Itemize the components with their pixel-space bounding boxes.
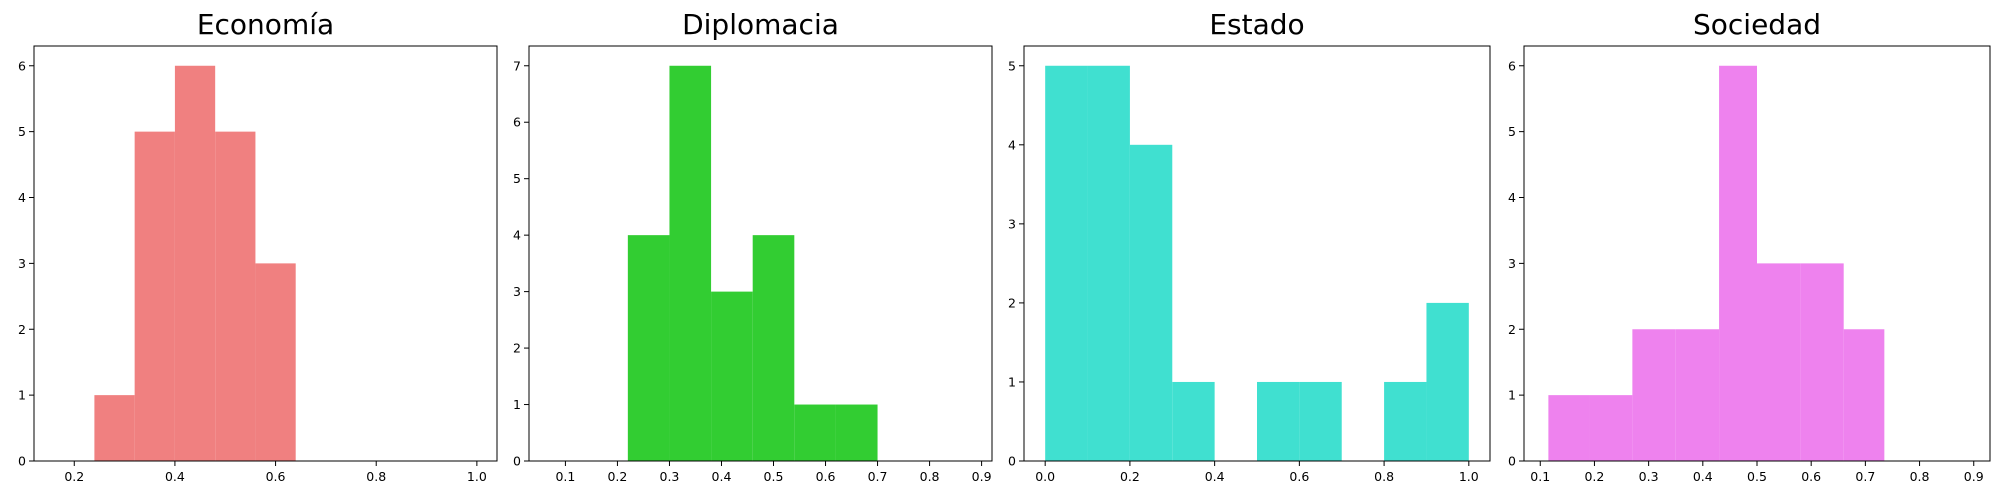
histogram-bar-7 (1843, 329, 1885, 461)
y-tick-label: 2 (18, 322, 26, 337)
x-tick-label: 0.4 (1693, 469, 1713, 484)
y-tick-label: 0 (513, 454, 521, 469)
y-tick-label: 6 (513, 115, 521, 130)
histogram-bar-8 (1384, 381, 1427, 461)
x-tick-label: 0.1 (1530, 469, 1550, 484)
histogram-bar-4 (1719, 65, 1757, 461)
histogram-bar-6 (1800, 263, 1844, 461)
histogram-bar-6 (1299, 381, 1342, 461)
y-tick-label: 1 (513, 397, 521, 412)
x-tick-label: 0.9 (1964, 469, 1984, 484)
x-tick-label: 0.5 (1747, 469, 1767, 484)
y-tick-label: 2 (1008, 295, 1016, 310)
x-tick-label: 0.6 (1801, 469, 1821, 484)
y-tick-label: 5 (513, 171, 521, 186)
x-tick-label: 0.2 (64, 469, 84, 484)
axes-frame (1023, 45, 1491, 462)
y-tick-label: 6 (18, 58, 26, 73)
subplot-3: Sociedad 0.1 0.2 0.3 0.4 0.5 0.6 0.7 0.8 0.9 0 1 2 3 4… (1508, 8, 1991, 484)
x-tick-label: 0.7 (1855, 469, 1875, 484)
y-tick-label: 0 (1008, 454, 1016, 469)
y-tick-label: 2 (513, 341, 521, 356)
x-tick-label: 0.5 (764, 469, 784, 484)
y-tick-label: 3 (1508, 256, 1516, 271)
y-tick-label: 1 (1508, 388, 1516, 403)
histogram-bar-1 (1589, 395, 1633, 461)
x-tick-label: 0.2 (1584, 469, 1604, 484)
subplot-2: Estado 0.0 0.2 0.4 0.6 0.8 1.0 0 1 2 3 4 5 (1008, 8, 1491, 484)
x-tick-label: 0.0 (1035, 469, 1055, 484)
x-tick-label: 0.2 (1120, 469, 1140, 484)
histogram-bar-0 (1548, 395, 1590, 461)
histogram-bar-1 (134, 131, 175, 461)
subplot-title: Diplomacia (682, 8, 839, 41)
histogram-bar-5 (835, 404, 878, 461)
y-tick-label: 7 (513, 58, 521, 73)
x-tick-label: 1.0 (467, 469, 487, 484)
histogram-bar-3 (215, 131, 256, 461)
histogram-bar-2 (1632, 329, 1676, 461)
x-tick-label: 0.8 (920, 469, 940, 484)
histogram-bar-4 (794, 404, 836, 461)
y-tick-label: 3 (18, 256, 26, 271)
x-tick-label: 0.4 (1205, 469, 1225, 484)
y-tick-label: 4 (1508, 190, 1516, 205)
x-tick-label: 0.3 (1639, 469, 1659, 484)
x-tick-label: 0.4 (712, 469, 732, 484)
histogram-bar-3 (1172, 381, 1215, 461)
y-tick-label: 1 (1008, 374, 1016, 389)
histogram-bar-0 (94, 395, 135, 461)
x-tick-label: 1.0 (1459, 469, 1479, 484)
x-tick-label: 0.8 (1910, 469, 1930, 484)
x-tick-label: 0.6 (266, 469, 286, 484)
histogram-bar-4 (255, 263, 296, 461)
histogram-bar-0 (627, 235, 670, 461)
histogram-bar-3 (1675, 329, 1720, 461)
y-tick-label: 4 (18, 190, 26, 205)
x-tick-label: 0.9 (972, 469, 992, 484)
histogram-bar-0 (1045, 65, 1088, 461)
y-tick-label: 5 (1008, 58, 1016, 73)
y-tick-label: 0 (1508, 454, 1516, 469)
y-tick-label: 3 (513, 284, 521, 299)
y-tick-label: 4 (513, 228, 521, 243)
x-tick-label: 0.7 (868, 469, 888, 484)
x-tick-label: 0.1 (555, 469, 575, 484)
y-tick-label: 5 (1508, 124, 1516, 139)
y-tick-label: 0 (18, 454, 26, 469)
x-tick-label: 0.2 (607, 469, 627, 484)
subplot-0: Economía 0.2 0.4 0.6 0.8 1.0 0 1 2 3 4 5 6 (18, 8, 498, 484)
x-tick-label: 0.8 (1374, 469, 1394, 484)
x-tick-label: 0.4 (165, 469, 185, 484)
subplot-1: Diplomacia 0.1 0.2 0.3 0.4 0.5 0.6 0.7 0.8 0.9 0 1 2… (513, 8, 993, 484)
histogram-bar-5 (1757, 263, 1801, 461)
histogram-bar-2 (711, 291, 753, 461)
x-tick-label: 0.3 (660, 469, 680, 484)
histogram-bar-9 (1426, 302, 1469, 461)
y-tick-label: 2 (1508, 322, 1516, 337)
y-tick-label: 6 (1508, 58, 1516, 73)
histogram-bar-1 (669, 65, 712, 461)
y-tick-label: 4 (1008, 137, 1016, 152)
subplot-title: Estado (1209, 8, 1304, 41)
histogram-bar-2 (1129, 144, 1173, 462)
x-tick-label: 0.8 (366, 469, 386, 484)
histogram-bar-5 (1257, 381, 1300, 461)
subplot-title: Sociedad (1693, 8, 1821, 41)
histogram-bar-3 (752, 235, 795, 461)
y-tick-label: 1 (18, 388, 26, 403)
x-tick-label: 0.6 (816, 469, 836, 484)
y-tick-label: 3 (1008, 216, 1016, 231)
histogram-bar-2 (174, 65, 216, 461)
axes-frame (528, 45, 993, 462)
x-tick-label: 0.6 (1289, 469, 1309, 484)
y-tick-label: 5 (18, 124, 26, 139)
histogram-bar-1 (1087, 65, 1130, 461)
subplot-title: Economía (197, 8, 334, 41)
axes-frame (33, 45, 498, 462)
